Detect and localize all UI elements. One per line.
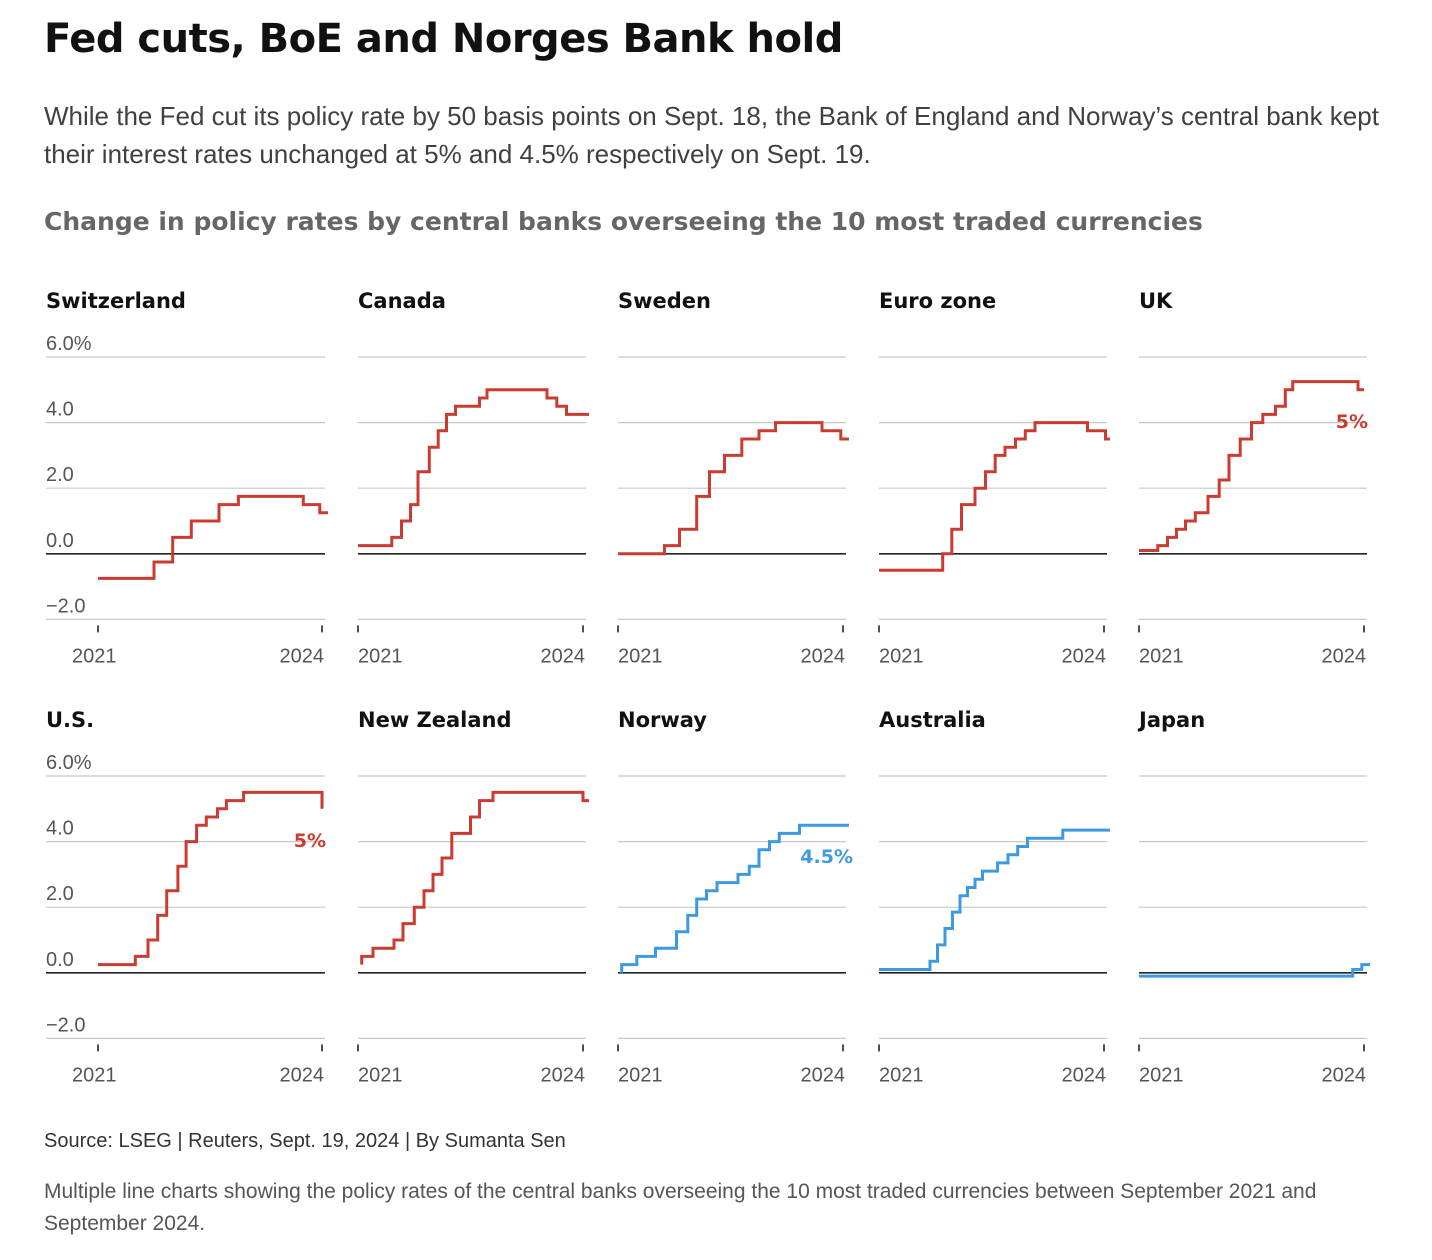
panel-title-euro-zone: Euro zone bbox=[879, 289, 996, 313]
headline-subtitle: While the Fed cut its policy rate by 50 … bbox=[44, 101, 1379, 169]
y-tick-label: 4.0 bbox=[46, 818, 74, 840]
x-tick-label: 2024 bbox=[280, 1064, 325, 1086]
x-tick-label: 2021 bbox=[72, 1064, 117, 1086]
series-line-u-s bbox=[98, 790, 324, 967]
x-tick-label: 2021 bbox=[1139, 645, 1184, 667]
series-line-uk bbox=[1139, 380, 1364, 552]
x-tick-label: 2021 bbox=[1139, 1064, 1184, 1086]
y-tick-label: 0.0 bbox=[46, 530, 74, 552]
y-tick-label: 6.0% bbox=[46, 752, 92, 774]
x-tick-label: 2021 bbox=[358, 1064, 403, 1086]
x-tick-label: 2024 bbox=[541, 1064, 586, 1086]
y-tick-label: −2.0 bbox=[46, 1014, 85, 1036]
x-tick-label: 2021 bbox=[879, 645, 924, 667]
series-line-switzerland bbox=[98, 494, 328, 580]
series-line-australia bbox=[879, 828, 1110, 971]
series-line-japan bbox=[1139, 963, 1370, 978]
end-value-label: 5% bbox=[1336, 411, 1368, 433]
y-tick-label: 0.0 bbox=[46, 949, 74, 971]
x-tick-label: 2024 bbox=[801, 645, 846, 667]
headline-title: Fed cuts, BoE and Norges Bank hold bbox=[44, 16, 843, 62]
x-tick-label: 2021 bbox=[358, 645, 403, 667]
series-line-euro-zone bbox=[879, 421, 1110, 572]
x-tick-label: 2024 bbox=[1322, 1064, 1367, 1086]
series-line-new-zealand bbox=[360, 790, 589, 965]
panel-title-switzerland: Switzerland bbox=[46, 289, 186, 313]
x-tick-label: 2024 bbox=[801, 1064, 846, 1086]
end-value-label: 5% bbox=[294, 830, 326, 852]
chart-description: Multiple line charts showing the policy … bbox=[44, 1180, 1317, 1235]
x-tick-label: 2021 bbox=[618, 645, 663, 667]
x-tick-label: 2024 bbox=[280, 645, 325, 667]
panel-title-u-s: U.S. bbox=[46, 708, 94, 732]
y-tick-label: 2.0 bbox=[46, 464, 74, 486]
end-value-label: 4.5% bbox=[800, 846, 853, 868]
panel-title-canada: Canada bbox=[358, 289, 446, 313]
source-line: Source: LSEG | Reuters, Sept. 19, 2024 |… bbox=[44, 1130, 566, 1152]
y-tick-label: 6.0% bbox=[46, 333, 92, 355]
series-line-canada bbox=[358, 388, 589, 548]
x-tick-label: 2021 bbox=[618, 1064, 663, 1086]
x-tick-label: 2021 bbox=[879, 1064, 924, 1086]
x-tick-label: 2024 bbox=[1322, 645, 1367, 667]
panel-title-new-zealand: New Zealand bbox=[358, 708, 512, 732]
series-line-norway bbox=[620, 823, 849, 973]
panel-title-uk: UK bbox=[1139, 289, 1173, 313]
chart-heading: Change in policy rates by central banks … bbox=[44, 207, 1203, 236]
y-tick-label: 4.0 bbox=[46, 399, 74, 421]
y-tick-label: 2.0 bbox=[46, 883, 74, 905]
x-tick-label: 2024 bbox=[1062, 1064, 1107, 1086]
small-multiples-chart: Switzerland 6.0% 4.0 2.0 0.0 −2.0 2021 2024 Cana… bbox=[46, 289, 1370, 1086]
x-tick-label: 2024 bbox=[1062, 645, 1107, 667]
x-tick-label: 2024 bbox=[541, 645, 586, 667]
panel-title-australia: Australia bbox=[879, 708, 986, 732]
series-line-sweden bbox=[618, 421, 849, 556]
panel-title-norway: Norway bbox=[618, 708, 707, 732]
x-tick-label: 2021 bbox=[72, 645, 117, 667]
y-tick-label: −2.0 bbox=[46, 595, 85, 617]
panel-title-japan: Japan bbox=[1137, 708, 1205, 732]
panel-title-sweden: Sweden bbox=[618, 289, 711, 313]
